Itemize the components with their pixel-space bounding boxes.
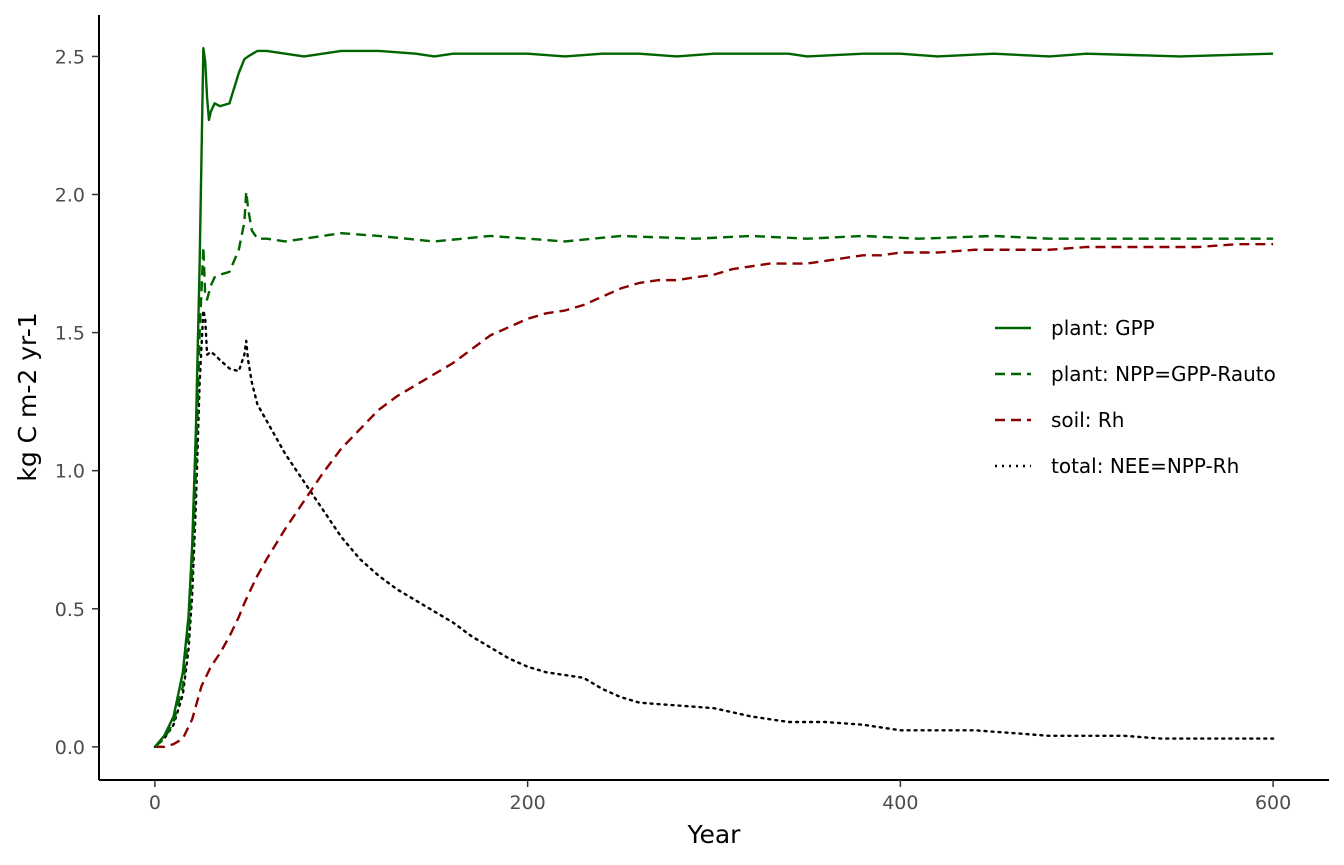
x-tick-label: 200 xyxy=(510,792,546,814)
x-axis-title: Year xyxy=(687,820,742,849)
legend-label: plant: NPP=GPP-Rauto xyxy=(1051,362,1276,386)
y-axis-title: kg C m-2 yr-1 xyxy=(13,312,42,481)
x-axis-ticks: 0 200 400 600 xyxy=(149,780,1291,814)
series-line-plant-gpp xyxy=(153,46,1274,748)
x-tick-label: 600 xyxy=(1255,792,1291,814)
y-tick-label: 1.5 xyxy=(55,323,85,345)
y-tick-label: 1.0 xyxy=(55,461,85,483)
series-line-plant-npp-gpp-rauto xyxy=(154,190,1274,748)
y-tick-label: 0.0 xyxy=(55,737,85,759)
x-tick-label: 0 xyxy=(149,792,161,814)
x-tick-label: 400 xyxy=(882,792,918,814)
y-tick-label: 2.0 xyxy=(55,185,85,207)
series-line-total-nee-npp-rh xyxy=(153,309,1275,749)
legend: plant: GPP plant: NPP=GPP-Rauto soil: Rh to… xyxy=(995,316,1276,478)
y-tick-label: 2.5 xyxy=(55,46,85,68)
y-tick-label: 0.5 xyxy=(55,599,85,621)
legend-label: soil: Rh xyxy=(1051,408,1124,432)
legend-label: plant: GPP xyxy=(1051,316,1155,340)
plot-area: 0 200 400 600 0.0 0.5 1.0 1.5 2.0 2.5 xyxy=(55,15,1329,814)
series-layer xyxy=(153,46,1275,749)
y-axis-ticks: 0.0 0.5 1.0 1.5 2.0 2.5 xyxy=(55,46,99,759)
legend-label: total: NEE=NPP-Rh xyxy=(1051,454,1239,478)
